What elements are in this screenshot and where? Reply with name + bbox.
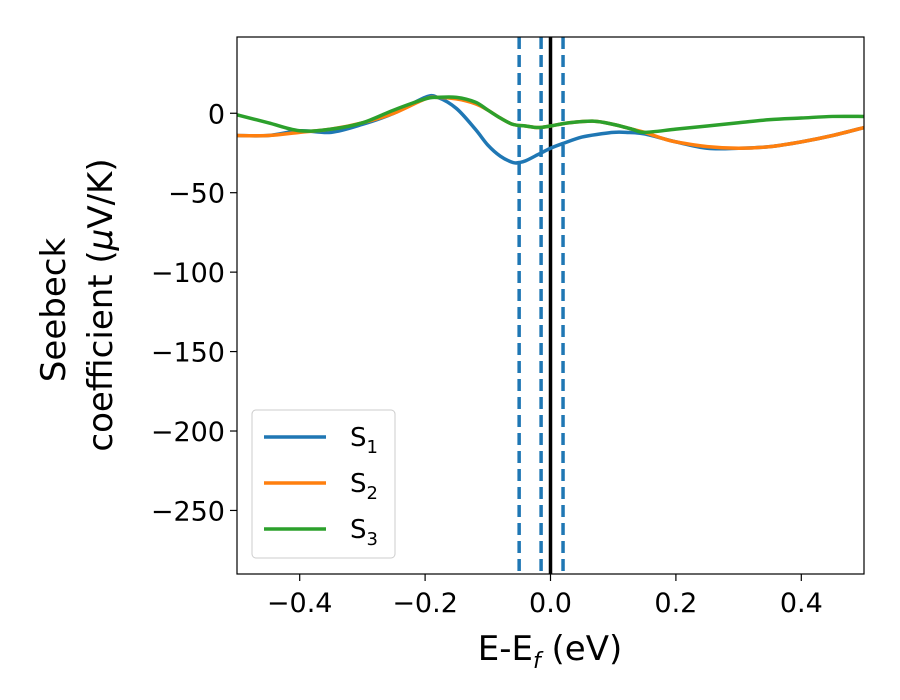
x-tick-label: −0.4 [267,588,333,619]
y-tick-label: −50 [168,179,225,210]
legend-label-s1: S1 [350,423,378,458]
x-axis-label: E-Ef (eV) [478,629,623,674]
y-axis-label-line1: Seebeck [34,238,74,383]
y-tick-label: −100 [151,258,225,289]
x-tick-label: 0.4 [780,588,823,619]
x-tick-label: 0.2 [654,588,697,619]
x-tick-label: −0.2 [392,588,458,619]
x-tick-label: 0.0 [529,588,572,619]
y-tick-label: −250 [151,496,225,527]
y-axis-label-line2: coefficient (μV/K) [81,158,121,451]
series-line-s3 [237,95,864,135]
y-tick-label: −200 [151,417,225,448]
legend-label-s3: S3 [350,515,378,550]
y-tick-label: 0 [208,99,225,130]
legend-label-s2: S2 [350,469,378,504]
y-axis-label: Seebeck coefficient (μV/K) [34,158,121,451]
legend: S1 S2 S3 [251,409,396,559]
y-tick-label: −150 [151,338,225,369]
